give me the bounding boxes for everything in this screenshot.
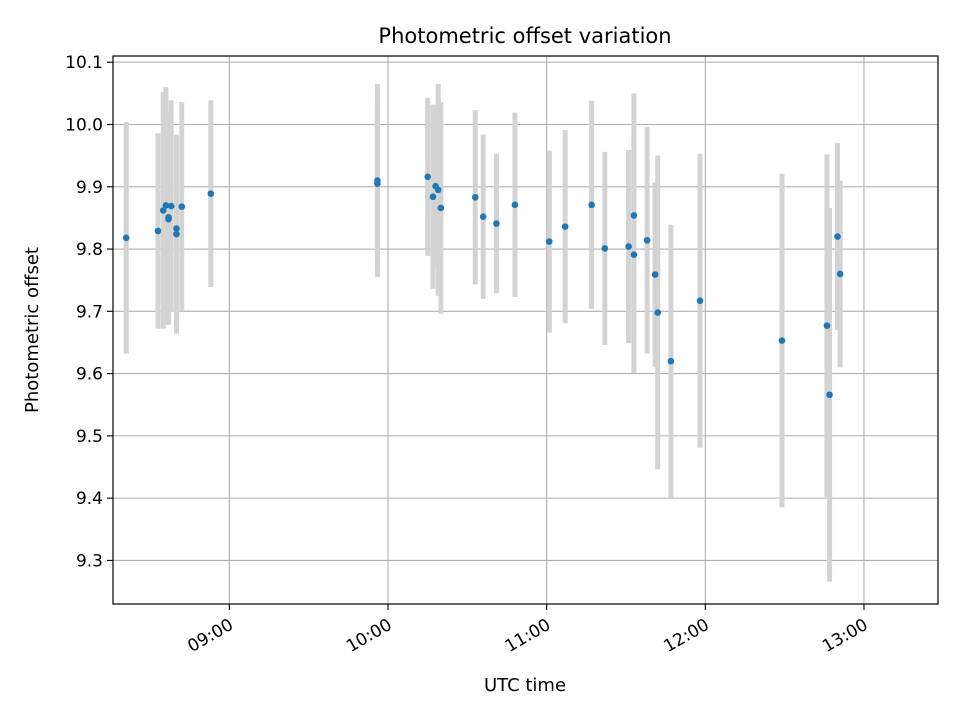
- data-point: [207, 190, 215, 197]
- data-point: [162, 202, 170, 209]
- x-axis-title: UTC time: [484, 675, 566, 696]
- y-tick-label: 9.8: [76, 240, 103, 260]
- data-point: [471, 194, 479, 201]
- data-point: [374, 177, 381, 184]
- data-point: [630, 212, 638, 219]
- data-point: [643, 237, 651, 244]
- data-point: [778, 337, 786, 344]
- data-point: [826, 391, 833, 399]
- data-point: [122, 234, 130, 242]
- plot-frame: [112, 55, 939, 605]
- y-axis-title: Photometric offset: [22, 247, 43, 413]
- data-point: [159, 207, 167, 214]
- y-tick-label: 9.5: [76, 427, 103, 447]
- y-tick-label: 9.7: [76, 302, 103, 322]
- data-point: [667, 357, 675, 365]
- grid: [113, 56, 938, 604]
- data-point: [165, 215, 172, 223]
- data-point: [173, 225, 180, 232]
- chart-title: Photometric offset variation: [378, 24, 671, 48]
- y-tick-label: 10.0: [65, 116, 103, 136]
- y-tick-label: 9.4: [76, 489, 103, 509]
- data-point: [493, 220, 500, 227]
- y-tick-label: 9.6: [76, 365, 103, 385]
- data-point: [434, 186, 442, 194]
- data-point: [823, 322, 831, 329]
- data-point: [625, 243, 632, 250]
- y-tick-label: 10.1: [65, 53, 103, 73]
- data-point: [836, 270, 844, 278]
- data-point: [834, 233, 841, 240]
- data-point: [651, 271, 659, 278]
- data-points: [122, 173, 844, 399]
- data-point: [601, 245, 609, 252]
- data-point: [561, 223, 569, 230]
- data-point: [630, 251, 638, 258]
- data-point: [654, 309, 662, 316]
- data-point: [154, 227, 162, 235]
- data-point: [167, 202, 175, 210]
- data-point: [479, 213, 487, 220]
- data-point: [424, 173, 431, 181]
- y-tick-label: 9.3: [76, 551, 103, 571]
- data-point: [696, 297, 704, 305]
- data-point: [178, 203, 186, 210]
- data-point: [545, 238, 553, 245]
- data-point: [429, 193, 437, 201]
- data-point: [511, 201, 519, 209]
- data-point: [437, 204, 445, 212]
- data-point: [173, 230, 180, 238]
- y-tick-label: 9.9: [76, 178, 103, 198]
- data-point: [588, 201, 595, 209]
